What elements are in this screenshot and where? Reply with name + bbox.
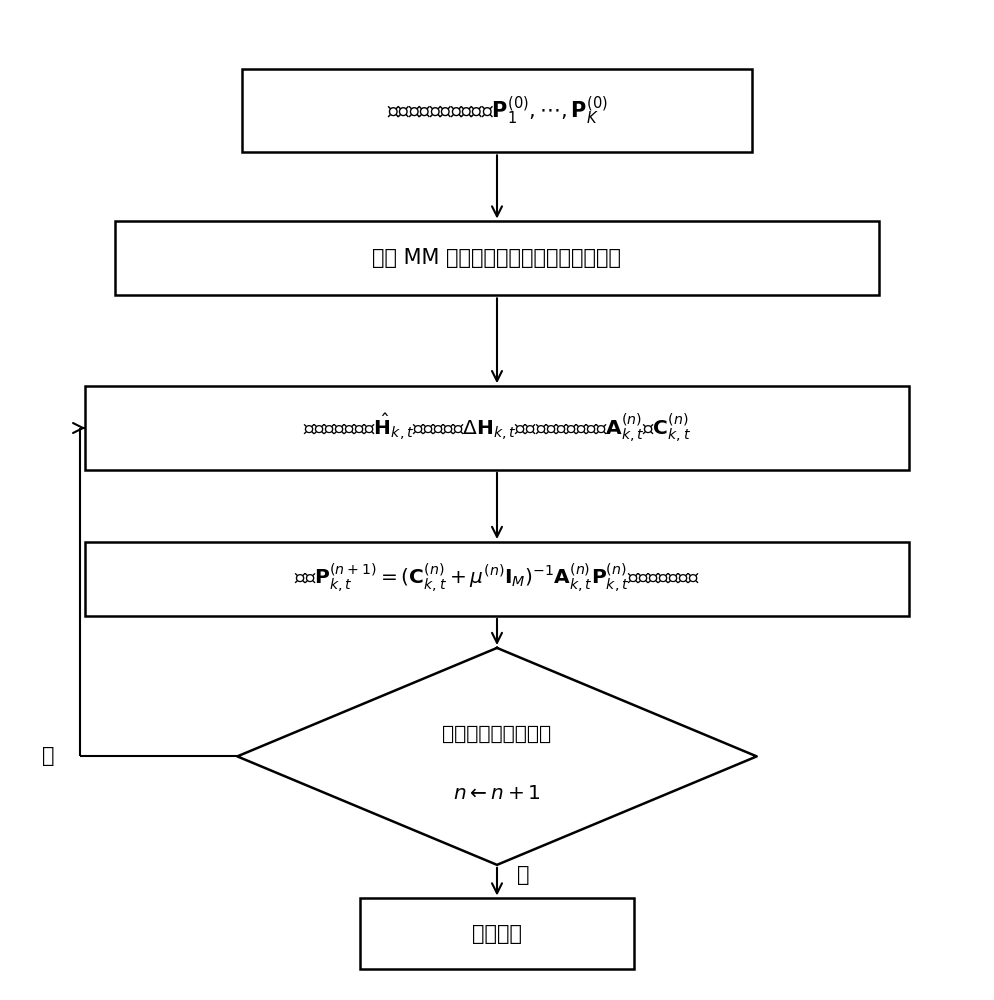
Text: 利用$\mathbf{P}_{k,t}^{(n+1)}=(\mathbf{C}_{k,t}^{(n)}+\mu^{(n)}\mathbf{I}_M)^{-1}\: 利用$\mathbf{P}_{k,t}^{(n+1)}=(\mathbf{C}_… [294, 562, 700, 595]
Text: 终止迭代: 终止迭代 [472, 924, 522, 944]
FancyBboxPatch shape [360, 898, 634, 969]
Text: 检测算法是否收敛，: 检测算法是否收敛， [442, 725, 552, 744]
Text: $n\leftarrow n+1$: $n\leftarrow n+1$ [453, 784, 541, 803]
Text: 否: 否 [42, 746, 55, 766]
Text: 是: 是 [517, 865, 529, 885]
FancyBboxPatch shape [85, 542, 909, 616]
Polygon shape [238, 648, 756, 865]
FancyBboxPatch shape [243, 69, 751, 152]
FancyBboxPatch shape [85, 386, 909, 470]
FancyBboxPatch shape [114, 221, 880, 295]
Text: 使用 MM 算法将问题转化为迭代形式求解: 使用 MM 算法将问题转化为迭代形式求解 [373, 248, 621, 268]
Text: 产生随机的预编码矩阵$\mathbf{P}_1^{(0)},\cdots,\mathbf{P}_K^{(0)}$: 产生随机的预编码矩阵$\mathbf{P}_1^{(0)},\cdots,\ma… [387, 94, 607, 127]
Text: 利用信道探测值$\hat{\mathbf{H}}_{k,t}$和估计误差$\Delta\mathbf{H}_{k,t}$的能量耦合矩阵计算$\mathbf{A}: 利用信道探测值$\hat{\mathbf{H}}_{k,t}$和估计误差$\De… [303, 411, 691, 445]
